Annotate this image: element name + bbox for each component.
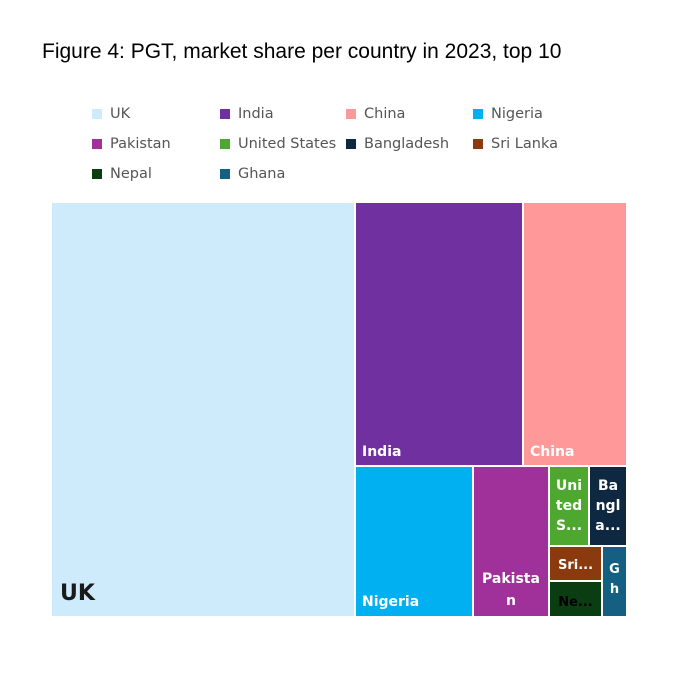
treemap-label-nigeria: Nigeria (362, 594, 419, 610)
treemap-label-china: China (530, 444, 574, 460)
legend-label: UK (110, 106, 131, 122)
treemap-tile-uk (52, 203, 354, 616)
legend-item-united-states: United States (220, 136, 336, 152)
legend-label: United States (238, 136, 337, 152)
legend-swatch (92, 139, 102, 149)
treemap-tile-nigeria (356, 467, 472, 616)
legend-swatch (92, 109, 102, 119)
legend-item-nigeria: Nigeria (473, 106, 543, 122)
treemap-label-pakistan: Pakista n (482, 571, 540, 609)
legend-swatch (92, 169, 102, 179)
legend-label: Nepal (110, 166, 152, 182)
legend-label: China (364, 106, 406, 122)
treemap-label-united-states: Uni ted S... (556, 478, 582, 534)
legend-label: Nigeria (491, 106, 543, 122)
legend-swatch (346, 139, 356, 149)
treemap-label-bangladesh: Ba ngl a... (595, 478, 620, 534)
treemap-label-sri-lanka: Sri... (558, 558, 593, 573)
legend-swatch (473, 109, 483, 119)
treemap-tile-bangladesh (590, 467, 626, 545)
treemap-tile-ghana (603, 547, 626, 616)
legend-label: Pakistan (110, 136, 171, 152)
legend-swatch (220, 139, 230, 149)
legend-item-nepal: Nepal (92, 166, 152, 182)
treemap-tile-china (524, 203, 626, 465)
legend-label: Ghana (238, 166, 286, 182)
treemap-tile-nepal (550, 582, 601, 616)
treemap-tile-pakistan (474, 467, 548, 616)
legend-label: Bangladesh (364, 136, 450, 152)
legend-item-india: India (220, 106, 274, 122)
legend-swatch (473, 139, 483, 149)
chart-legend: UK India China Nigeria Pakistan United States… (92, 106, 612, 190)
legend-item-uk: UK (92, 106, 130, 122)
legend-swatch (220, 169, 230, 179)
legend-item-pakistan: Pakistan (92, 136, 171, 152)
legend-swatch (346, 109, 356, 119)
treemap-tile-india (356, 203, 522, 465)
legend-item-ghana: Ghana (220, 166, 285, 182)
treemap-tile-united-states (550, 467, 588, 545)
legend-swatch (220, 109, 230, 119)
legend-label: India (238, 106, 274, 122)
legend-item-bangladesh: Bangladesh (346, 136, 449, 152)
treemap-label-nepal: Ne... (558, 595, 593, 610)
treemap-tile-sri-lanka (550, 547, 601, 580)
chart-title: Figure 4: PGT, market share per country … (42, 40, 562, 63)
treemap-label-uk: UK (60, 581, 96, 606)
legend-item-sri-lanka: Sri Lanka (473, 136, 558, 152)
legend-item-china: China (346, 106, 405, 122)
treemap-label-india: India (362, 444, 401, 460)
legend-label: Sri Lanka (491, 136, 558, 152)
